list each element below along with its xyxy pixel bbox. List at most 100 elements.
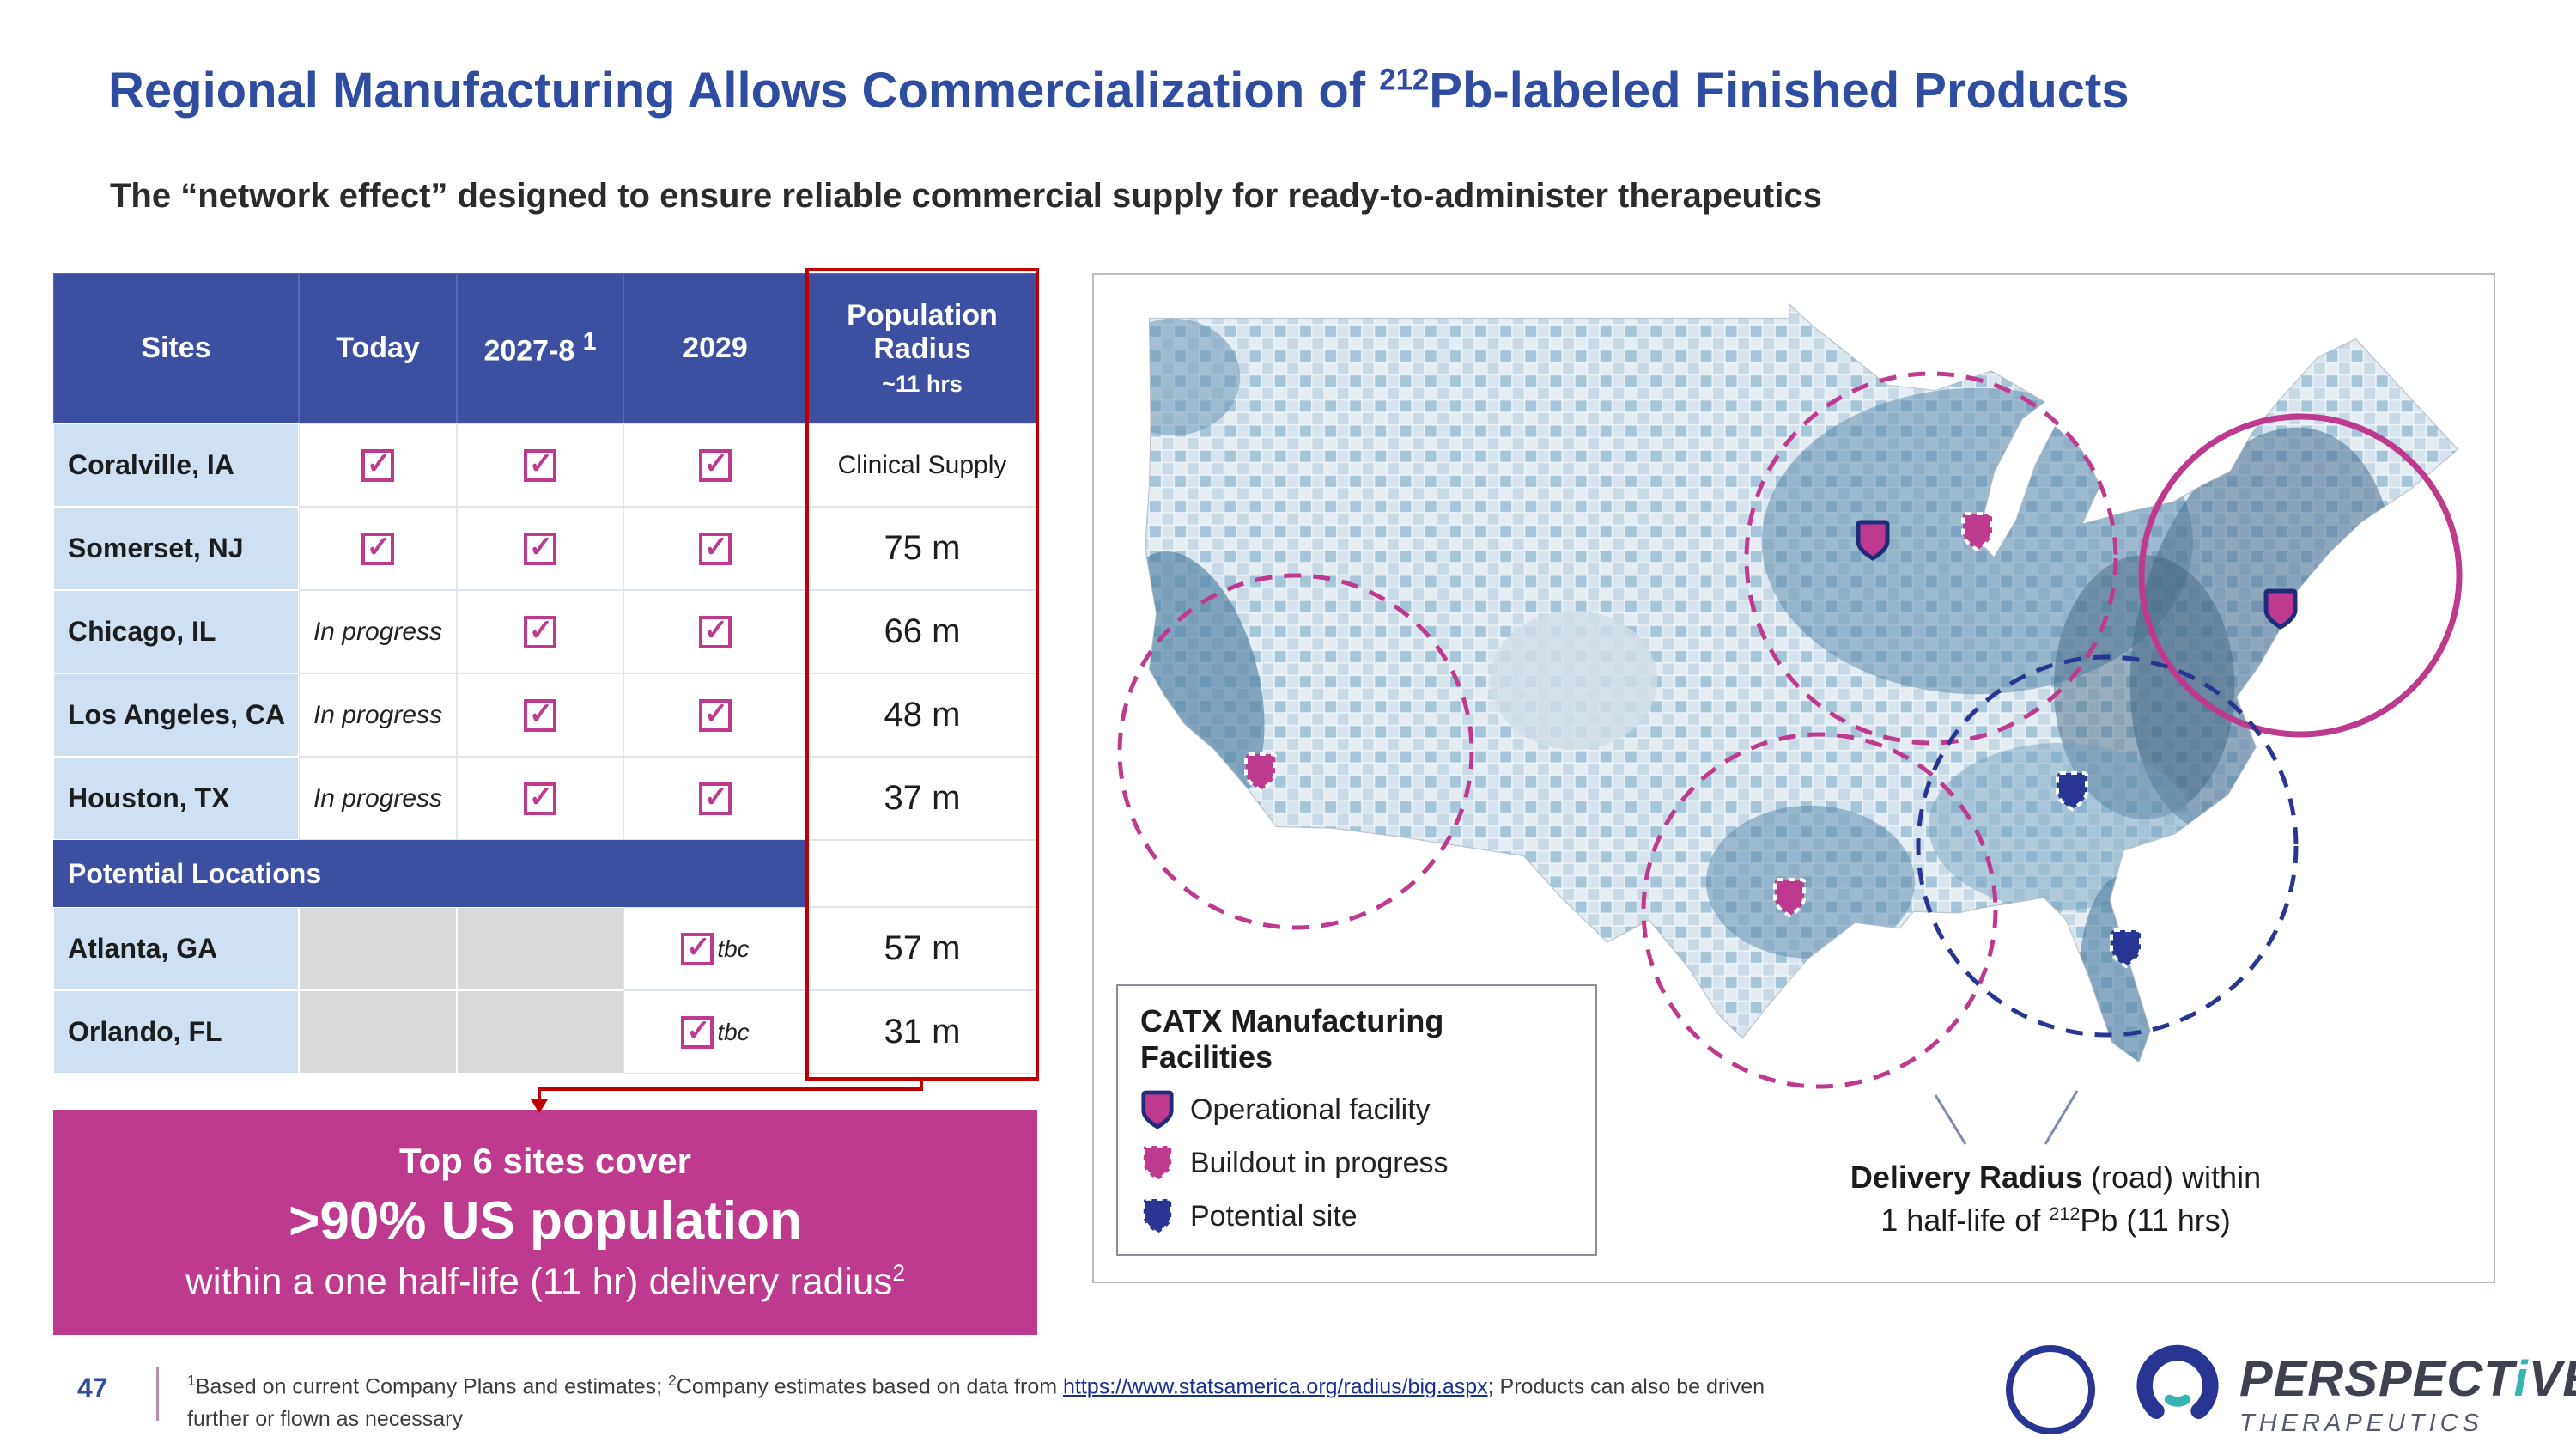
cell-2027	[457, 757, 623, 840]
site-cell: Los Angeles, CA	[53, 673, 299, 757]
radius-cell: 66 m	[807, 590, 1037, 673]
today-cell	[299, 990, 457, 1074]
tbc-label: tbc	[717, 1018, 750, 1045]
checked-checkbox-icon	[361, 448, 394, 482]
cell-2029	[623, 507, 807, 590]
checked-checkbox-icon	[699, 448, 732, 482]
radius-cell: 75 m	[807, 507, 1037, 590]
summary-callout: Top 6 sites cover >90% US population wit…	[53, 1110, 1037, 1335]
site-cell: Chicago, IL	[53, 590, 299, 673]
callout-line3: within a one half-life (11 hr) delivery …	[185, 1260, 906, 1303]
checked-checkbox-icon	[361, 532, 394, 565]
column-header-today: Today	[299, 273, 457, 423]
brand-name: PERSPECTiVE®	[2239, 1351, 2576, 1407]
legend-label: Potential site	[1190, 1199, 1358, 1233]
legend-label: Buildout in progress	[1190, 1146, 1449, 1179]
note-pointer-line	[1934, 1094, 1967, 1145]
delivery-circle-midwest	[1744, 371, 2118, 746]
therapeutics-label: THERAPEUTICS	[2239, 1409, 2483, 1437]
radius-header-line2: Radius	[873, 332, 971, 365]
cell-2027	[457, 590, 623, 673]
today-cell	[299, 907, 457, 990]
facility-marker-chicago	[1961, 512, 1994, 551]
cell-2029	[623, 673, 807, 757]
title-text-suffix: Pb-labeled Finished Products	[1429, 63, 2129, 119]
radius-cell: 37 m	[807, 757, 1037, 840]
delivery-circle-gulf	[1641, 732, 1998, 1089]
footer-divider	[156, 1367, 159, 1421]
section-header-row: Potential Locations	[53, 840, 807, 907]
facility-marker-houston	[1773, 878, 1806, 917]
column-header-2027: 2027-8 1	[457, 273, 623, 423]
delivery-circle-southeast	[1916, 654, 2299, 1038]
cell-2029	[623, 757, 807, 840]
delivery-circle-northeast	[2138, 413, 2463, 738]
potential-shield-icon	[1141, 1197, 1174, 1236]
site-cell: Houston, TX	[53, 757, 299, 840]
cell-2027	[457, 990, 623, 1074]
facilities-legend: CATX Manufacturing Facilities Operationa…	[1116, 984, 1597, 1256]
facility-marker-los-angeles	[1244, 752, 1277, 792]
cell-2027	[457, 673, 623, 757]
title-isotope-superscript: 212	[1379, 63, 1430, 97]
site-cell: Atlanta, GA	[53, 907, 299, 990]
column-header-sites-label: Sites	[141, 331, 211, 364]
radius-header-line3: ~11 hrs	[882, 371, 963, 398]
today-cell: In progress	[299, 590, 457, 673]
sites-table: Sites Today 2027-8 1 2029 Population Rad…	[53, 273, 1037, 1074]
legend-item-potential: Potential site	[1140, 1196, 1573, 1237]
operational-shield-icon	[1141, 1090, 1174, 1129]
today-cell: In progress	[299, 757, 457, 840]
site-cell: Coralville, IA	[53, 423, 299, 507]
delivery-circle-west	[1117, 573, 1474, 930]
checked-checkbox-icon	[699, 532, 732, 565]
perspective-wordmark: PERSPECTiVE® THERAPEUTICS	[2239, 1350, 2576, 1438]
footnote: 1Based on current Company Plans and esti…	[187, 1372, 1765, 1431]
cell-2027	[457, 507, 623, 590]
cell-2029	[623, 590, 807, 673]
radius-cell: 57 m	[807, 907, 1037, 990]
map-panel: CATX Manufacturing Facilities Operationa…	[1092, 273, 2495, 1283]
facility-marker-orlando	[2110, 928, 2142, 968]
checked-checkbox-icon	[524, 448, 556, 482]
callout-line1: Top 6 sites cover	[398, 1141, 692, 1182]
legend-item-buildout: Buildout in progress	[1140, 1142, 1573, 1184]
column-header-population-radius: Population Radius ~11 hrs	[807, 273, 1037, 423]
cell-2029: tbc	[623, 990, 807, 1074]
today-cell	[299, 423, 457, 507]
column-header-2029-label: 2029	[683, 331, 748, 364]
perspective-logo-mark	[2136, 1344, 2219, 1419]
checked-checkbox-icon	[681, 932, 714, 965]
site-cell: Orlando, FL	[53, 990, 299, 1074]
checked-checkbox-icon	[524, 532, 556, 565]
checked-checkbox-icon	[699, 615, 732, 648]
radius-cell: 48 m	[807, 673, 1037, 757]
checked-checkbox-icon	[524, 615, 556, 648]
cell-2029: tbc	[623, 907, 807, 990]
today-cell: In progress	[299, 673, 457, 757]
buildout-shield-icon	[1141, 1144, 1174, 1183]
column-header-today-label: Today	[336, 331, 420, 364]
title-text: Regional Manufacturing Allows Commercial…	[108, 63, 1380, 119]
legend-label: Operational facility	[1190, 1093, 1431, 1126]
facility-marker-somerset	[2266, 591, 2295, 627]
ring-logo	[2006, 1345, 2095, 1434]
legend-title: CATX Manufacturing Facilities	[1140, 1003, 1444, 1075]
radius-cell: 31 m	[807, 990, 1037, 1074]
us-map	[1117, 302, 2463, 1145]
callout-line2: >90% US population	[289, 1191, 802, 1251]
site-cell: Somerset, NJ	[53, 507, 299, 590]
cell-2027	[457, 907, 623, 990]
column-header-2029: 2029	[623, 273, 807, 423]
section-radius-cell	[807, 840, 1037, 907]
checked-checkbox-icon	[699, 698, 732, 732]
footnote-link[interactable]: https://www.statsamerica.org/radius/big.…	[1063, 1374, 1488, 1399]
column-header-2027-label: 2027-8 1	[483, 328, 597, 368]
checked-checkbox-icon	[524, 698, 556, 732]
checked-checkbox-icon	[524, 782, 556, 815]
page-title: Regional Manufacturing Allows Commercial…	[108, 62, 2129, 119]
facility-marker-atlanta	[2056, 771, 2088, 811]
note-pointer-line	[2044, 1090, 2079, 1145]
cell-2029	[623, 423, 807, 507]
